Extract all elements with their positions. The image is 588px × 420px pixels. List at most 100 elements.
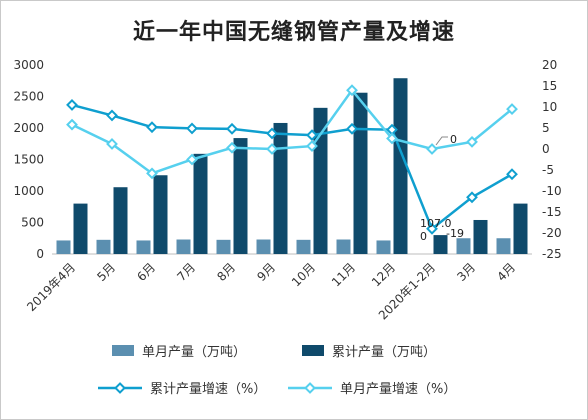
left-tick-label: 0: [36, 247, 44, 261]
x-tick-label: 11月: [329, 260, 358, 289]
bar-monthly: [296, 239, 311, 254]
legend-item: 单月产量（万吨）: [112, 345, 246, 360]
legend-marker: [304, 382, 316, 394]
legend-label: 累计产量（万吨）: [332, 345, 436, 360]
line-point-marker: [466, 135, 478, 148]
bar-cumulative: [273, 122, 288, 255]
legend-item: 累计产量增速（%）: [98, 382, 266, 397]
line-point-marker: [186, 122, 198, 135]
line-point-marker: [386, 132, 398, 145]
legend-item: 单月产量增速（%）: [288, 382, 456, 397]
line-point-marker: [506, 103, 518, 116]
line-point-marker: [426, 222, 438, 235]
x-tick-label: 2019年4月: [24, 260, 78, 314]
right-tick-label: 0: [542, 142, 550, 156]
bar-cumulative: [313, 107, 328, 254]
x-tick-label: 10月: [289, 260, 318, 289]
right-tick-label: -10: [542, 184, 562, 198]
left-tick-label: 1500: [13, 153, 44, 167]
line-point-marker: [306, 129, 318, 142]
bar-monthly: [96, 239, 111, 254]
bar-monthly: [176, 239, 191, 254]
left-tick-label: 2500: [13, 90, 44, 104]
bar-monthly: [456, 238, 471, 254]
right-tick-label: 10: [542, 100, 557, 114]
bar-cumulative: [73, 203, 88, 254]
bar-monthly: [336, 239, 351, 254]
legend-swatch: [112, 345, 134, 356]
x-tick-label: 9月: [254, 260, 278, 284]
bar-cumulative: [113, 187, 128, 254]
line-point-marker: [106, 138, 118, 150]
right-tick-label: 20: [542, 58, 557, 72]
line-point-marker: [66, 98, 78, 111]
data-label: 107.0: [420, 217, 452, 230]
data-label: 0: [450, 133, 457, 146]
line-point-marker: [186, 153, 198, 166]
x-tick-label: 8月: [214, 260, 238, 284]
bar-monthly: [496, 238, 511, 254]
line-point-marker: [66, 118, 78, 131]
line-point-marker: [146, 167, 158, 180]
bar-cumulative: [233, 138, 248, 254]
bar-cumulative: [193, 153, 208, 254]
data-label: 0: [420, 230, 427, 243]
bar-cumulative: [433, 235, 448, 254]
bar-cumulative: [393, 78, 408, 254]
line-point-marker: [506, 168, 518, 181]
line-point-marker: [426, 143, 438, 155]
left-tick-label: 1000: [13, 184, 44, 198]
right-tick-label: -20: [542, 226, 562, 240]
bar-cumulative: [153, 175, 168, 254]
line-point-marker: [306, 140, 318, 152]
line-point-marker: [226, 141, 238, 154]
legend-item: 累计产量（万吨）: [302, 345, 436, 360]
x-tick-label: 7月: [174, 260, 198, 284]
legend-label: 单月产量（万吨）: [142, 345, 246, 360]
data-label: -19: [446, 227, 464, 240]
right-axis-ticks: -25 -20 -15 -10 -5 0 5 10 15 20: [542, 58, 562, 261]
series-line-cumulative-growth: [71, 103, 513, 231]
bar-monthly: [56, 240, 71, 254]
bars-layer: [56, 78, 528, 255]
line-point-marker: [466, 191, 478, 204]
right-tick-label: -25: [542, 247, 562, 261]
bar-monthly: [136, 240, 151, 254]
x-tick-label: 3月: [454, 260, 478, 284]
right-tick-label: 15: [542, 79, 557, 93]
left-tick-label: 3000: [13, 58, 44, 72]
x-tick-label: 12月: [369, 260, 398, 289]
bar-monthly: [216, 239, 231, 254]
right-tick-label: -5: [542, 163, 554, 177]
legend: 单月产量（万吨） 累计产量（万吨） 累计产量增速（%） 单月产量增速（%）: [98, 345, 456, 397]
x-tick-label: 4月: [494, 260, 518, 284]
chart-title: 近一年中国无缝钢管产量及增速: [132, 20, 455, 45]
bar-cumulative: [353, 92, 368, 254]
right-tick-label: -15: [542, 205, 562, 219]
line-point-marker: [106, 109, 118, 122]
lines-layer: [66, 84, 518, 235]
bar-cumulative: [513, 203, 528, 254]
right-tick-label: 5: [542, 121, 550, 135]
annotation-leader: [435, 136, 448, 146]
bar-monthly: [376, 240, 391, 254]
bar-cumulative: [473, 219, 488, 254]
line-point-marker: [226, 122, 238, 135]
line-point-marker: [266, 127, 278, 140]
line-point-marker: [346, 122, 358, 135]
line-point-marker: [266, 143, 278, 155]
legend-swatch: [302, 345, 324, 356]
line-point-marker: [346, 84, 358, 97]
left-tick-label: 2000: [13, 121, 44, 135]
left-axis-ticks: 0 500 1000 1500 2000 2500 3000: [13, 58, 44, 261]
x-tick-label: 5月: [94, 260, 118, 284]
series-line-monthly-growth: [71, 88, 513, 175]
bar-monthly: [256, 239, 271, 254]
left-tick-label: 500: [21, 216, 44, 230]
legend-label: 单月产量增速（%）: [340, 382, 456, 397]
legend-label: 累计产量增速（%）: [150, 382, 266, 397]
